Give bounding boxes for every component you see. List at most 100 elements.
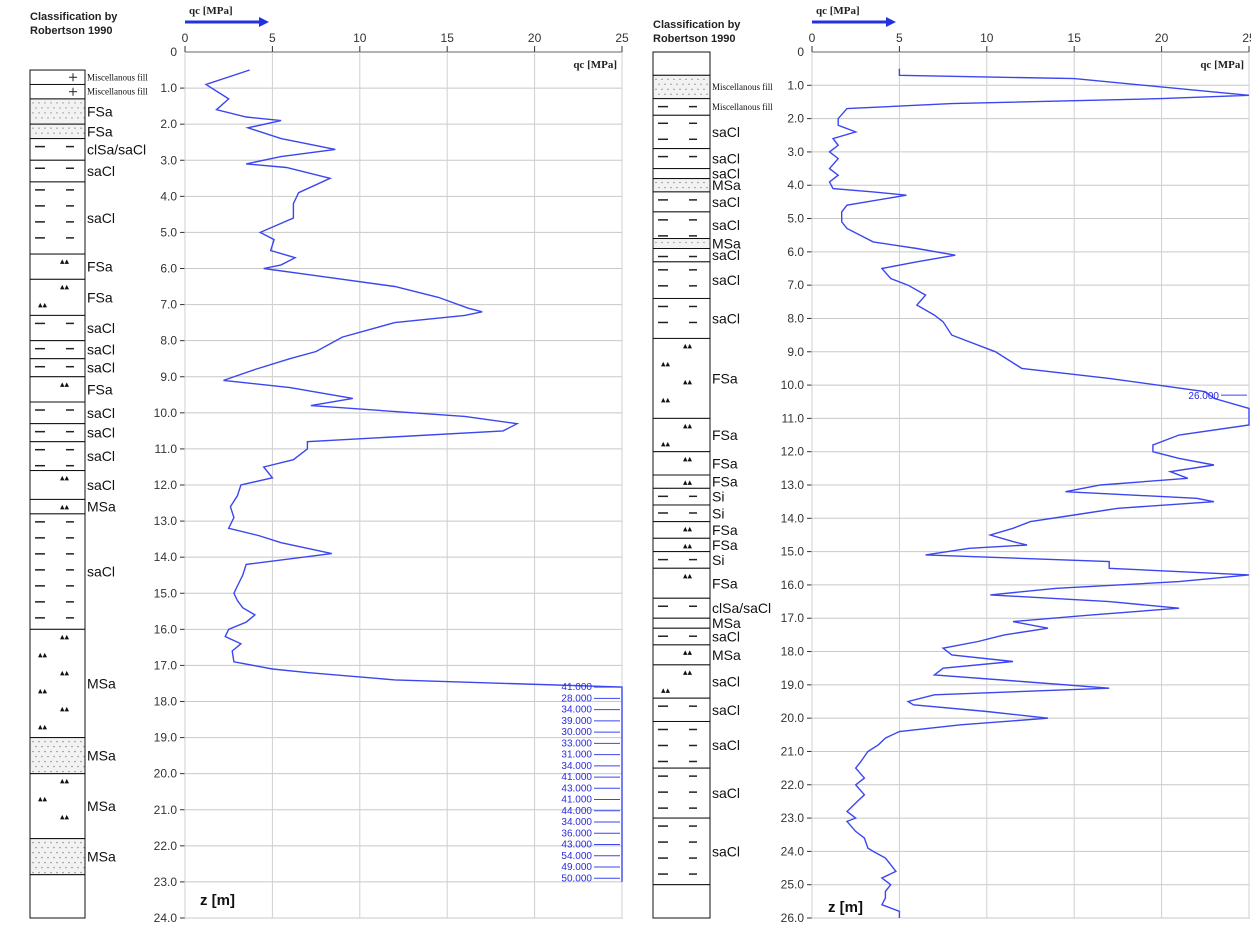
soil-column: Miscellanous fill Miscellanous fill FSa FSa… [29, 69, 148, 919]
dot-mark [703, 181, 705, 184]
dot-mark [80, 760, 82, 763]
dot-mark [56, 851, 58, 854]
soil-layer-box [652, 537, 711, 553]
dot-mark [50, 750, 52, 753]
dot-mark [77, 745, 79, 748]
dot-mark [694, 83, 696, 86]
dot-mark [38, 750, 40, 753]
dot-mark [41, 765, 43, 768]
dot-mark [71, 846, 73, 849]
soil-layer-box [29, 159, 86, 183]
y-tick-label: 11.0 [155, 442, 178, 456]
dot-mark [44, 851, 46, 854]
dot-mark [80, 102, 82, 104]
dot-mark [694, 186, 696, 189]
dot-mark [661, 88, 663, 91]
y-tick-label: 12.0 [154, 478, 178, 492]
dot-mark [670, 83, 672, 86]
x-tick-label: 20 [528, 31, 542, 45]
dot-mark [44, 861, 46, 864]
dot-mark [44, 871, 46, 874]
soil-layer-label: saCl [712, 310, 740, 326]
dot-mark [74, 851, 76, 854]
dot-mark [658, 186, 660, 189]
dot-mark [703, 88, 705, 91]
sand-mark: ▴▴ [60, 281, 70, 291]
dot-mark [679, 78, 681, 81]
soil-layer: saCl [652, 148, 740, 170]
dot-mark [35, 745, 37, 748]
soil-layer-label: saCl [712, 166, 740, 182]
y-tick-label-zero: 0 [797, 45, 804, 59]
y-tick-label: 21.0 [781, 744, 805, 758]
dot-mark [673, 88, 675, 91]
dot-mark [32, 760, 34, 763]
soil-layer: ▴▴ ▴▴ FSa [652, 417, 738, 453]
soil-layer: ▴▴ FSa [29, 253, 113, 280]
y-tick-label: 20.0 [781, 711, 805, 725]
dot-mark [682, 93, 684, 96]
soil-layer-box [29, 278, 86, 316]
soil-layer: saCl [29, 159, 115, 183]
sand-mark: ▴▴ [683, 524, 693, 534]
soil-layer-label: MSa [712, 647, 741, 663]
dot-mark [685, 181, 687, 184]
y-tick-label: 16.0 [154, 622, 178, 636]
dot-mark [65, 755, 67, 758]
dot-mark [697, 241, 699, 244]
soil-layer-box [29, 628, 86, 739]
dot-mark [703, 241, 705, 244]
soil-layer: FSa [29, 123, 113, 139]
y-tick-label: 23.0 [781, 811, 805, 825]
soil-layer: Miscellanous fill [29, 69, 148, 85]
soil-layer-box [652, 521, 711, 539]
dot-mark [32, 740, 34, 743]
y-tick-label: 9.0 [160, 370, 177, 384]
dot-mark [32, 861, 34, 864]
dot-mark [83, 856, 85, 859]
soil-layer-label: MSa [87, 499, 116, 515]
dot-mark [56, 871, 58, 874]
dot-mark [83, 755, 85, 758]
soil-layer: Miscellanous fill [652, 98, 773, 116]
dot-mark [68, 841, 70, 844]
soil-layer-box [29, 340, 86, 360]
soil-layer: saCl [652, 720, 740, 769]
qc-axis-title: qc [MPa] [189, 5, 233, 17]
y-tick-label: 6.0 [160, 262, 177, 276]
dot-mark [35, 132, 37, 134]
dot-mark [80, 750, 82, 753]
sand-mark: ▴▴ [38, 299, 48, 309]
dot-mark [47, 117, 49, 119]
classification-header-sub: Robertson 1990 [653, 33, 736, 45]
soil-layer-box [652, 474, 711, 489]
soil-layer: saCl [652, 297, 740, 339]
sand-mark: ▴▴ [60, 703, 70, 713]
dot-mark [700, 186, 702, 189]
x-tick-label: 15 [1068, 31, 1082, 45]
soil-layer-label: saCl [87, 320, 115, 336]
soil-layer-label: FSa [712, 522, 738, 538]
clipped-value-label: 33.000 [561, 738, 592, 749]
dot-mark [56, 740, 58, 743]
dot-mark [62, 102, 64, 104]
soil-layer-box [29, 737, 86, 775]
dot-mark [80, 871, 82, 874]
y-tick-label: 7.0 [787, 278, 804, 292]
dot-mark [47, 846, 49, 849]
dot-mark [83, 745, 85, 748]
dot-mark [38, 102, 40, 104]
soil-layer-box [652, 168, 711, 180]
soil-layer-label: saCl [712, 737, 740, 753]
clipped-value-label: 28.000 [561, 693, 592, 704]
dot-mark [667, 78, 669, 81]
z-axis-label: z [m] [828, 899, 863, 916]
dot-mark [65, 117, 67, 119]
dot-mark [50, 861, 52, 864]
dot-mark [68, 102, 70, 104]
y-tick-label: 17.0 [154, 658, 178, 672]
soil-layer-box [652, 51, 711, 76]
dot-mark [685, 78, 687, 81]
dot-mark [68, 750, 70, 753]
dot-mark [670, 93, 672, 96]
